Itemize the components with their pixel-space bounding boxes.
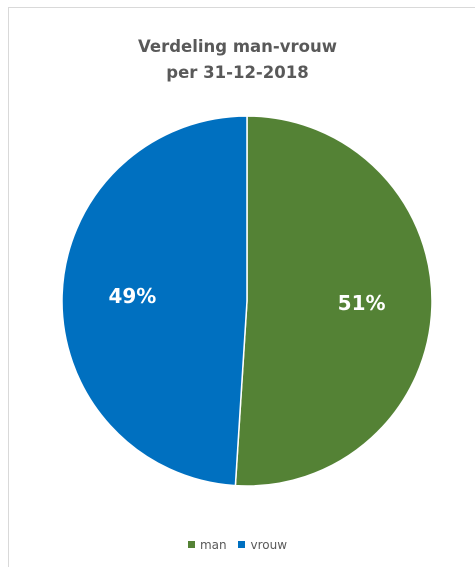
pie-slices bbox=[61, 115, 433, 487]
legend: man vrouw bbox=[0, 537, 475, 552]
data-label-vrouw: 49% bbox=[108, 284, 156, 308]
pie-slice-man bbox=[234, 115, 433, 487]
data-label-man: 51% bbox=[338, 291, 386, 315]
legend-label-vrouw: vrouw bbox=[250, 537, 288, 552]
chart-title-line-2: per 31-12-2018 bbox=[166, 63, 309, 82]
legend-item-man: man bbox=[187, 537, 227, 552]
pie-slice-vrouw bbox=[61, 115, 248, 487]
pie-data-labels: 51% 49% bbox=[108, 284, 385, 315]
legend-item-vrouw: vrouw bbox=[238, 538, 287, 552]
legend-swatch-vrouw bbox=[238, 541, 246, 548]
legend-swatch-man bbox=[187, 541, 195, 548]
legend-label-man: man bbox=[199, 537, 227, 552]
chart-title-line-1: Verdeling man-vrouw bbox=[138, 37, 337, 56]
